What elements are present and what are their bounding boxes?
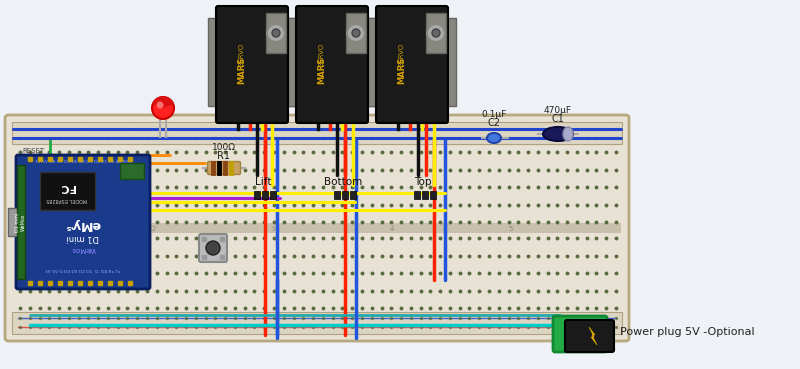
Circle shape	[432, 29, 440, 37]
Text: 470μF: 470μF	[544, 106, 572, 114]
Text: SERVO: SERVO	[319, 42, 325, 66]
Circle shape	[272, 29, 280, 37]
Bar	[422, 191, 428, 199]
Ellipse shape	[543, 127, 573, 141]
Bar	[208, 18, 218, 106]
Bar	[342, 191, 348, 199]
Bar	[266, 13, 286, 53]
Bar	[334, 191, 340, 199]
Bar	[262, 191, 268, 199]
Text: 1: 1	[33, 226, 38, 232]
Text: RESET: RESET	[22, 148, 44, 154]
Text: R1: R1	[218, 151, 230, 161]
Bar	[120, 163, 144, 179]
Text: D1 mini: D1 mini	[66, 232, 99, 241]
FancyBboxPatch shape	[199, 234, 227, 262]
Circle shape	[152, 97, 174, 119]
Bar	[17, 165, 25, 279]
Text: 5: 5	[508, 226, 512, 232]
Text: 3V 5V G D4 D3 D2 D1  G  D8 Rx Tx: 3V 5V G D4 D3 D2 D1 G D8 Rx Tx	[45, 270, 121, 274]
Bar	[13, 223, 621, 233]
Text: Power plug 5V -Optional: Power plug 5V -Optional	[620, 327, 754, 337]
Text: Top: Top	[414, 177, 432, 187]
Circle shape	[347, 24, 365, 42]
Bar	[270, 191, 276, 199]
Bar	[12, 312, 622, 334]
FancyBboxPatch shape	[296, 6, 368, 123]
Bar	[414, 191, 420, 199]
FancyBboxPatch shape	[553, 316, 607, 352]
Wedge shape	[152, 97, 174, 108]
Text: 3: 3	[270, 226, 275, 232]
Ellipse shape	[487, 133, 501, 143]
Bar	[446, 18, 456, 106]
Circle shape	[206, 241, 220, 255]
Bar	[346, 13, 366, 53]
Polygon shape	[589, 327, 597, 345]
Text: eMƴˢ: eMƴˢ	[66, 217, 101, 231]
FancyBboxPatch shape	[376, 6, 448, 123]
Circle shape	[157, 101, 163, 108]
Bar	[40, 172, 95, 210]
Bar	[426, 13, 446, 53]
Text: 4: 4	[390, 226, 394, 232]
Text: Bottom: Bottom	[324, 177, 362, 187]
Text: 2: 2	[152, 226, 156, 232]
Bar	[368, 18, 378, 106]
FancyBboxPatch shape	[16, 155, 150, 289]
Bar	[254, 191, 260, 199]
Text: 0.1μF: 0.1μF	[482, 110, 506, 118]
Text: MARS: MARS	[238, 56, 246, 84]
Text: C1: C1	[551, 114, 565, 124]
Text: WeMos: WeMos	[70, 246, 95, 252]
Text: SERVO: SERVO	[239, 42, 245, 66]
Text: 100Ω: 100Ω	[212, 142, 236, 152]
Ellipse shape	[563, 127, 573, 141]
Bar	[286, 18, 296, 106]
Text: MARS: MARS	[318, 56, 326, 84]
FancyBboxPatch shape	[207, 162, 241, 175]
Text: MODEL ESP8285: MODEL ESP8285	[46, 197, 87, 201]
FancyBboxPatch shape	[565, 320, 614, 352]
Bar	[350, 191, 356, 199]
Circle shape	[427, 24, 445, 42]
Text: MARS: MARS	[398, 56, 406, 84]
Bar	[366, 18, 376, 106]
Text: SERVO: SERVO	[399, 42, 405, 66]
FancyBboxPatch shape	[216, 6, 288, 123]
FancyBboxPatch shape	[5, 115, 629, 341]
Bar	[288, 18, 298, 106]
Bar	[12, 122, 622, 144]
Bar	[8, 208, 20, 236]
Text: C2: C2	[487, 118, 501, 128]
Text: 3V 5V D8 D7 D6 D5 D4 D3 D2 D1 D0 A0 RST: 3V 5V D8 D7 D6 D5 D4 D3 D2 D1 D0 A0 RST	[35, 160, 131, 164]
Circle shape	[352, 29, 360, 37]
Text: Lift: Lift	[254, 177, 271, 187]
Bar	[430, 191, 436, 199]
Circle shape	[267, 24, 285, 42]
Text: FC: FC	[59, 182, 75, 192]
Text: D1 mini
WeMos: D1 mini WeMos	[14, 213, 26, 232]
